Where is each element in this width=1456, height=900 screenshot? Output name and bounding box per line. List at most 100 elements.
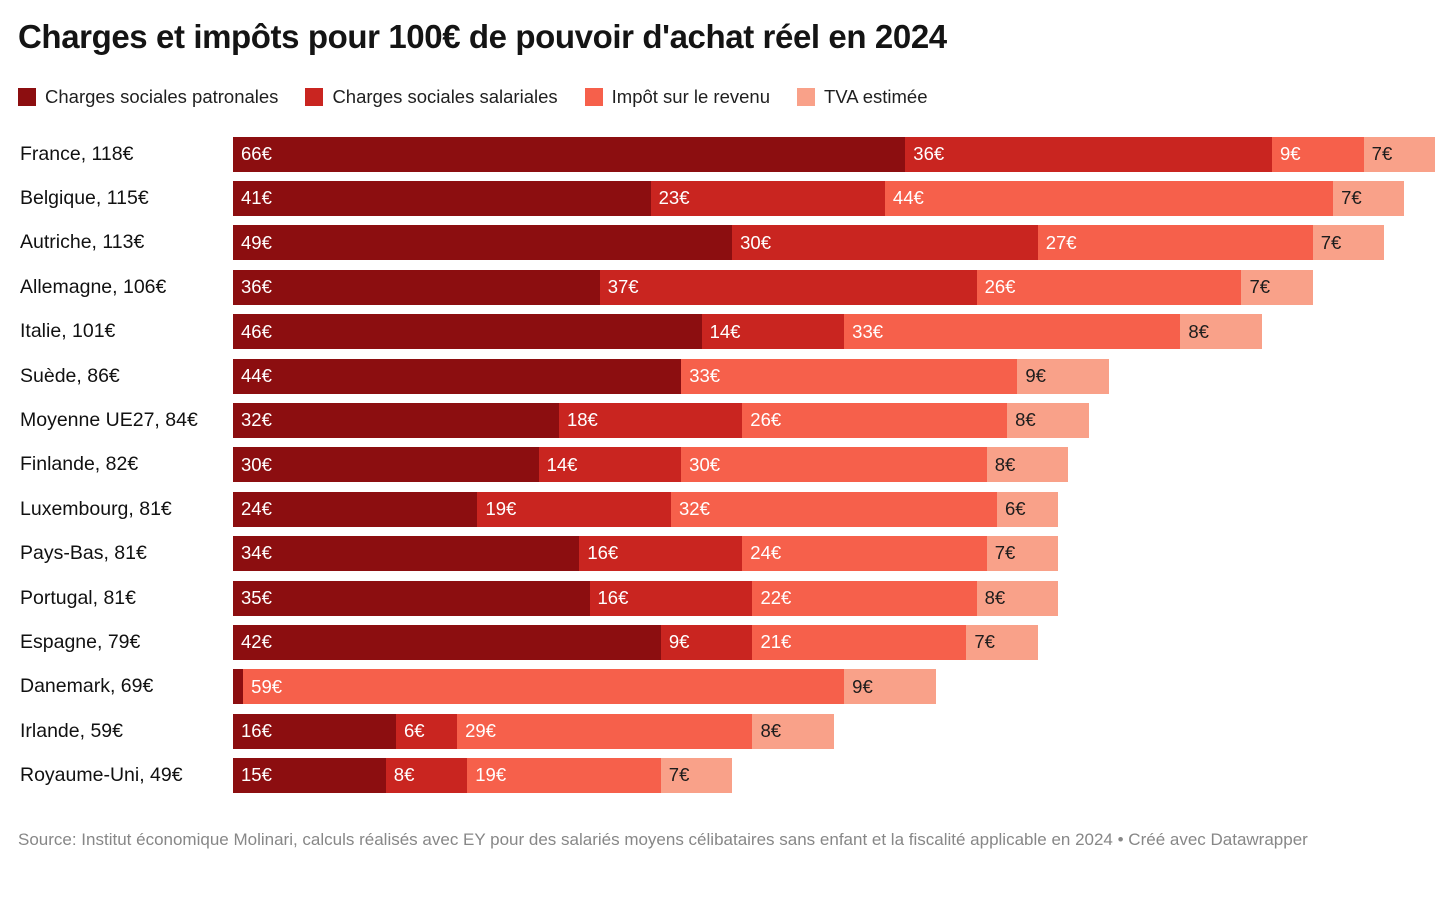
value-label: 9€ bbox=[1280, 142, 1301, 164]
value-label: 19€ bbox=[485, 498, 517, 520]
bar-area: 35€ 16€ 22€ 8€ bbox=[233, 580, 1435, 616]
value-label: 6€ bbox=[1004, 498, 1026, 520]
bar-segment-impot-sur-le-revenu: 26€ bbox=[976, 269, 1242, 305]
bar-segment-tva-estimee: 7€ bbox=[966, 624, 1038, 660]
charges-sociales-patronales-swatch bbox=[18, 88, 36, 106]
row-label: Finlande, 82€ bbox=[20, 453, 139, 476]
bar-segment-charges-sociales-patronales: 49€ bbox=[233, 225, 733, 261]
value-label: 7€ bbox=[668, 764, 690, 786]
bar-area: 66€ 36€ 9€ 7€ bbox=[233, 136, 1435, 172]
bar-segment-impot-sur-le-revenu: 27€ bbox=[1037, 225, 1313, 261]
value-label: 37€ bbox=[607, 276, 639, 298]
stacked-bar: 32€ 18€ 26€ 8€ bbox=[233, 403, 1089, 439]
value-label: 46€ bbox=[241, 320, 272, 342]
bar-segment-impot-sur-le-revenu: 33€ bbox=[844, 314, 1181, 350]
value-label: 24€ bbox=[750, 542, 782, 564]
row-label: Pays-Bas, 81€ bbox=[20, 542, 147, 565]
bar-area: 16€ 6€ 29€ 8€ bbox=[233, 713, 1435, 749]
value-label: 9€ bbox=[1025, 364, 1046, 386]
datawrapper-attribution-link[interactable]: Créé avec Datawrapper bbox=[1128, 829, 1308, 849]
value-label: 19€ bbox=[475, 764, 507, 786]
bar-segment-charges-sociales-patronales: 15€ bbox=[233, 758, 386, 794]
stacked-bar: 36€ 37€ 26€ 7€ bbox=[233, 269, 1313, 305]
stacked-bar: 15€ 8€ 19€ 7€ bbox=[233, 758, 733, 794]
bar-segment-tva-estimee: 8€ bbox=[1180, 314, 1262, 350]
value-label: 30€ bbox=[689, 453, 721, 475]
source-line: Source: Institut économique Molinari, ca… bbox=[18, 827, 1436, 852]
chart-row-irlande: Irlande, 59€ 16€ 6€ 29€ 8€ bbox=[0, 709, 1456, 753]
value-label: 26€ bbox=[984, 276, 1016, 298]
value-label: 59€ bbox=[251, 675, 283, 697]
value-label: 41€ bbox=[241, 187, 272, 209]
value-label: 8€ bbox=[393, 764, 415, 786]
legend-item-impot-sur-le-revenu: Impôt sur le revenu bbox=[584, 87, 770, 107]
value-label: 21€ bbox=[760, 631, 792, 653]
value-label: 33€ bbox=[689, 364, 721, 386]
stacked-bar: 24€ 19€ 32€ 6€ bbox=[233, 491, 1059, 527]
bar-segment-charges-sociales-patronales: 32€ bbox=[233, 403, 559, 439]
bar-area: 59€ 9€ bbox=[233, 669, 1435, 705]
bar-area: 42€ 9€ 21€ 7€ bbox=[233, 624, 1435, 660]
bar-segment-impot-sur-le-revenu: 33€ bbox=[681, 358, 1018, 394]
bar-area: 32€ 18€ 26€ 8€ bbox=[233, 403, 1435, 439]
stacked-bar: 41€ 23€ 44€ 7€ bbox=[233, 181, 1405, 217]
value-label: 34€ bbox=[241, 542, 272, 564]
stacked-bar: 44€ 33€ 9€ bbox=[233, 358, 1109, 394]
row-label: Allemagne, 106€ bbox=[20, 275, 167, 298]
bar-segment-charges-sociales-patronales: 16€ bbox=[233, 713, 396, 749]
bar-segment-tva-estimee: 8€ bbox=[752, 713, 834, 749]
chart-row-danemark: Danemark, 69€ 59€ 9€ bbox=[0, 665, 1456, 709]
legend-label: TVA estimée bbox=[824, 85, 928, 107]
bar-area: 49€ 30€ 27€ 7€ bbox=[233, 225, 1435, 261]
row-label: Suède, 86€ bbox=[20, 364, 120, 387]
row-label: Italie, 101€ bbox=[20, 320, 116, 343]
row-label: Belgique, 115€ bbox=[20, 187, 149, 210]
chart-row-royaume-uni: Royaume-Uni, 49€ 15€ 8€ 19€ 7€ bbox=[0, 753, 1456, 797]
row-label: France, 118€ bbox=[20, 142, 134, 165]
row-label: Portugal, 81€ bbox=[20, 586, 137, 609]
bar-segment-impot-sur-le-revenu: 32€ bbox=[671, 491, 997, 527]
value-label: 23€ bbox=[658, 187, 690, 209]
legend: Charges sociales patronales Charges socia… bbox=[18, 87, 1456, 107]
stacked-bar: 42€ 9€ 21€ 7€ bbox=[233, 624, 1038, 660]
value-label: 35€ bbox=[241, 586, 272, 608]
bar-segment-tva-estimee: 9€ bbox=[1017, 358, 1109, 394]
bar-segment-tva-estimee: 8€ bbox=[976, 580, 1059, 616]
legend-label: Charges sociales patronales bbox=[45, 85, 279, 107]
value-label: 7€ bbox=[1249, 276, 1271, 298]
bar-segment-impot-sur-le-revenu: 19€ bbox=[467, 758, 661, 794]
value-label: 32€ bbox=[241, 409, 272, 431]
value-label: 26€ bbox=[750, 409, 782, 431]
bar-segment-tva-estimee: 7€ bbox=[1241, 269, 1313, 305]
value-label: 6€ bbox=[403, 720, 425, 742]
bar-area: 44€ 33€ 9€ bbox=[233, 358, 1435, 394]
bar-segment-charges-sociales-patronales: 35€ bbox=[233, 580, 590, 616]
bar-area: 30€ 14€ 30€ 8€ bbox=[233, 447, 1435, 483]
bar-segment-tva-estimee: 8€ bbox=[986, 447, 1069, 483]
row-label: Irlande, 59€ bbox=[20, 719, 123, 742]
bar-segment-tva-estimee: 6€ bbox=[996, 491, 1059, 527]
bar-segment-charges-sociales-salariales: 30€ bbox=[732, 225, 1038, 261]
page-title: Charges et impôts pour 100€ de pouvoir d… bbox=[18, 18, 947, 55]
value-label: 36€ bbox=[241, 276, 272, 298]
value-label: 8€ bbox=[1188, 320, 1209, 342]
row-label: Espagne, 79€ bbox=[20, 630, 141, 653]
value-label: 22€ bbox=[760, 586, 792, 608]
bar-segment-tva-estimee: 8€ bbox=[1007, 403, 1089, 439]
value-label: 29€ bbox=[465, 720, 496, 742]
tva-estimee-swatch bbox=[797, 88, 815, 106]
value-label: 30€ bbox=[740, 231, 771, 253]
value-label: 7€ bbox=[1341, 187, 1362, 209]
bar-segment-charges-sociales-salariales: 36€ bbox=[905, 136, 1272, 172]
chart-row-suede: Suède, 86€ 44€ 33€ 9€ bbox=[0, 354, 1456, 398]
legend-item-charges-sociales-patronales: Charges sociales patronales bbox=[18, 85, 279, 107]
value-label: 44€ bbox=[892, 187, 924, 209]
value-label: 7€ bbox=[994, 542, 1016, 564]
value-label: 16€ bbox=[597, 586, 629, 608]
row-label: Autriche, 113€ bbox=[20, 231, 145, 254]
value-label: 16€ bbox=[587, 542, 619, 564]
bar-segment-impot-sur-le-revenu: 24€ bbox=[742, 536, 987, 572]
value-label: 30€ bbox=[241, 453, 272, 475]
bar-area: 41€ 23€ 44€ 7€ bbox=[233, 181, 1435, 217]
